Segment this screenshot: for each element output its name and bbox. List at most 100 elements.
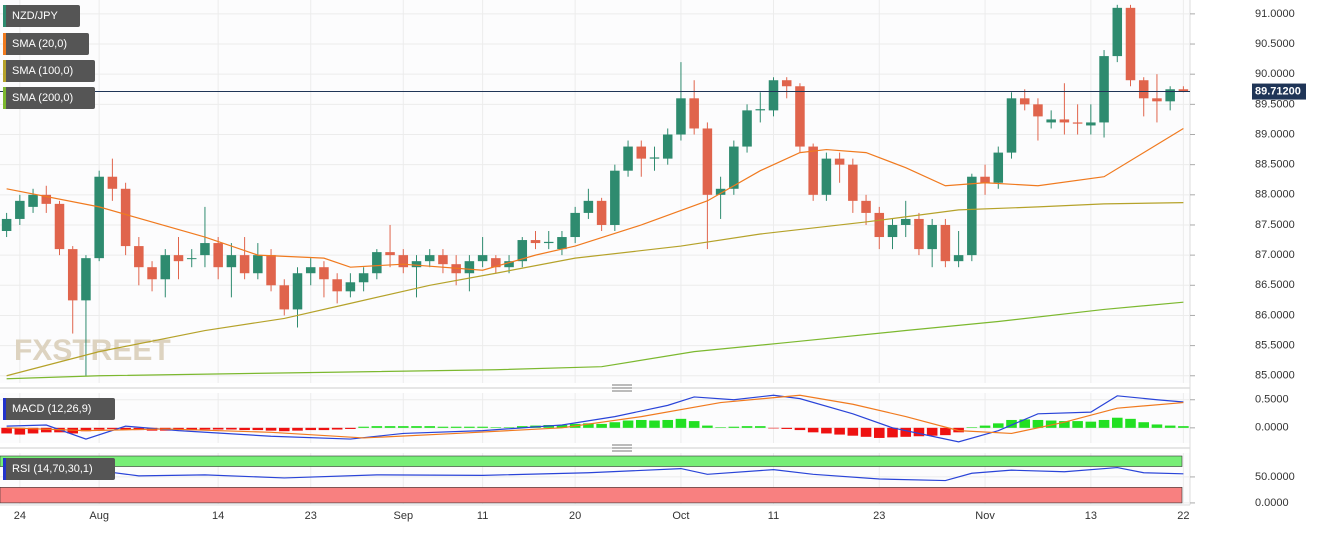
candle-body <box>821 158 832 195</box>
histogram-bar <box>873 427 885 438</box>
candle-body <box>834 158 845 165</box>
histogram-bar <box>358 426 369 428</box>
y-tick-label: 88.5000 <box>1255 159 1295 171</box>
candle-body <box>874 212 885 238</box>
candle-body <box>54 203 65 250</box>
legend-swatch <box>3 87 6 109</box>
histogram-bar <box>107 427 118 429</box>
candle-body <box>768 80 779 111</box>
histogram-bar <box>1 427 12 434</box>
candle-body <box>385 252 395 256</box>
candle-body <box>610 170 620 225</box>
y-tick-label: 87.5000 <box>1255 219 1295 231</box>
price-panel <box>0 0 1190 383</box>
histogram-bar <box>1045 420 1057 428</box>
histogram-bar <box>503 427 515 428</box>
histogram-bar <box>199 427 211 430</box>
candle-body <box>226 255 237 268</box>
candle-body <box>993 152 1004 183</box>
histogram-bar <box>292 427 303 431</box>
legend-swatch <box>3 5 6 27</box>
candle-body <box>398 255 409 268</box>
sma-line <box>6 127 1184 271</box>
histogram-bar <box>715 427 726 428</box>
histogram-bar <box>688 421 700 428</box>
histogram-bar <box>450 426 462 428</box>
last-price-label: 89.71200 <box>1255 85 1301 97</box>
x-tick-label: 11 <box>477 510 488 522</box>
histogram-bar <box>794 427 806 431</box>
histogram-bar <box>40 427 52 433</box>
histogram-bar <box>1059 421 1070 428</box>
candle-body <box>1178 89 1189 92</box>
candle-body <box>596 200 607 225</box>
candle-body <box>120 188 131 247</box>
histogram-bar <box>834 427 845 435</box>
y-tick-label: 50.0000 <box>1255 471 1295 483</box>
candle-body <box>980 176 990 183</box>
histogram-bar <box>781 427 793 429</box>
candle-body <box>887 224 898 238</box>
histogram-bar <box>649 420 660 428</box>
y-tick-label: 85.0000 <box>1255 370 1295 382</box>
histogram-bar <box>741 426 753 428</box>
candle-body <box>1152 98 1162 102</box>
histogram-bar <box>1072 421 1083 428</box>
histogram-bar <box>1085 421 1097 428</box>
resize-handle[interactable] <box>612 384 632 392</box>
histogram-bar <box>424 426 436 428</box>
x-tick-label: 20 <box>569 510 581 522</box>
candle-body <box>491 258 501 268</box>
overbought-band <box>0 455 1183 467</box>
candle-body <box>134 246 144 268</box>
candle-body <box>253 255 263 274</box>
candle-body <box>424 255 435 262</box>
candle-body <box>1019 98 1030 105</box>
histogram-bar <box>847 427 859 436</box>
candle-body <box>636 146 647 159</box>
histogram-bar <box>1019 419 1031 428</box>
legend-box <box>3 398 115 420</box>
legend-box <box>3 33 89 55</box>
histogram-bar <box>979 425 991 428</box>
candle-body <box>173 255 184 262</box>
candle-body <box>107 176 118 189</box>
candle-body <box>742 110 752 147</box>
histogram-bar <box>477 426 488 428</box>
candle-body <box>702 128 713 195</box>
histogram-bar <box>437 426 449 428</box>
x-tick-label: Sep <box>393 510 413 522</box>
legend-label: SMA (20,0) <box>12 38 67 50</box>
histogram-bar <box>411 426 422 428</box>
histogram-bar <box>860 427 872 437</box>
histogram-bar <box>345 427 356 429</box>
legend-swatch <box>3 398 6 420</box>
x-tick-label: 11 <box>768 510 779 522</box>
histogram-bar <box>120 427 131 430</box>
candle-body <box>1086 122 1096 126</box>
resize-handle[interactable] <box>612 444 632 452</box>
histogram-bar <box>754 426 766 428</box>
legend-label: SMA (100,0) <box>12 65 73 77</box>
candle-body <box>557 237 567 250</box>
legend-box <box>3 60 95 82</box>
macd-line <box>6 394 1184 443</box>
histogram-bar <box>556 425 568 428</box>
histogram-bar <box>807 427 819 433</box>
candle-body <box>795 86 805 147</box>
legend-swatch <box>3 458 6 480</box>
legend-box <box>3 5 80 27</box>
candle-body <box>755 109 766 111</box>
histogram-bar <box>212 427 224 430</box>
y-tick-label: 89.5000 <box>1255 98 1295 110</box>
y-tick-label: 0.0000 <box>1255 497 1289 509</box>
histogram-bar <box>635 419 647 428</box>
sma-line <box>6 301 1184 380</box>
histogram-bar <box>80 427 92 432</box>
y-tick-label: 86.5000 <box>1255 279 1295 291</box>
candle-body <box>676 98 686 135</box>
histogram-bar <box>371 426 383 428</box>
legend-label: SMA (200,0) <box>12 92 73 104</box>
candle-body <box>649 157 660 159</box>
candle-body <box>292 273 303 310</box>
